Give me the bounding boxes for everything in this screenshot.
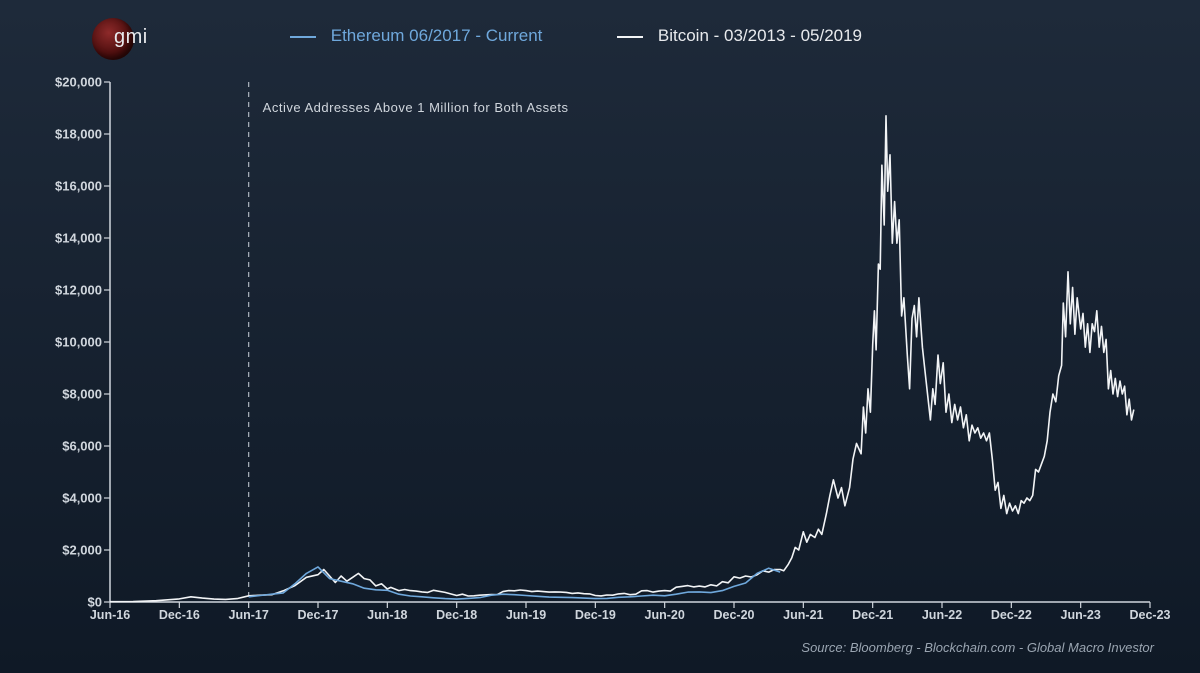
- y-tick-label: $10,000: [55, 335, 102, 350]
- y-tick-label: $12,000: [55, 283, 102, 298]
- legend-eth-label: Ethereum 06/2017 - Current: [331, 26, 543, 45]
- x-tick-label: Dec-16: [159, 608, 200, 622]
- x-tick-label: Dec-17: [298, 608, 339, 622]
- chart-area: $0$2,000$4,000$6,000$8,000$10,000$12,000…: [110, 82, 1150, 602]
- x-tick-label: Jun-21: [783, 608, 823, 622]
- y-tick-label: $8,000: [62, 387, 102, 402]
- x-tick-label: Jun-22: [922, 608, 962, 622]
- annotation-text: Active Addresses Above 1 Million for Bot…: [263, 100, 569, 115]
- y-tick-label: $6,000: [62, 439, 102, 454]
- x-tick-label: Dec-21: [852, 608, 893, 622]
- x-tick-label: Jun-23: [1061, 608, 1101, 622]
- x-tick-label: Jun-18: [367, 608, 407, 622]
- x-tick-label: Jun-17: [229, 608, 269, 622]
- y-tick-label: $20,000: [55, 75, 102, 90]
- x-tick-label: Dec-20: [714, 608, 755, 622]
- legend-eth-swatch: [290, 36, 316, 38]
- series-bitcoin: [110, 116, 1134, 602]
- x-tick-label: Dec-19: [575, 608, 616, 622]
- y-tick-label: $2,000: [62, 543, 102, 558]
- logo-text: gmi: [114, 26, 148, 49]
- source-text: Source: Bloomberg - Blockchain.com - Glo…: [801, 640, 1154, 655]
- series-ethereum: [249, 567, 781, 599]
- x-tick-label: Dec-22: [991, 608, 1032, 622]
- x-tick-label: Dec-23: [1130, 608, 1171, 622]
- x-tick-label: Dec-18: [436, 608, 477, 622]
- x-tick-label: Jun-16: [90, 608, 130, 622]
- x-tick-label: Jun-20: [645, 608, 685, 622]
- y-tick-label: $14,000: [55, 231, 102, 246]
- y-tick-label: $4,000: [62, 491, 102, 506]
- legend: Ethereum 06/2017 - Current Bitcoin - 03/…: [290, 26, 862, 46]
- y-tick-label: $18,000: [55, 127, 102, 142]
- legend-btc-swatch: [617, 36, 643, 38]
- y-tick-label: $16,000: [55, 179, 102, 194]
- legend-btc-label: Bitcoin - 03/2013 - 05/2019: [658, 26, 862, 45]
- x-tick-label: Jun-19: [506, 608, 546, 622]
